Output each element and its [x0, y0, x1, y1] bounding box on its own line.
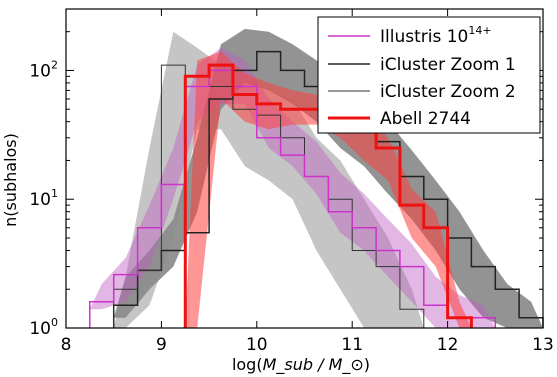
x-axis-label: log(M_sub / M_⊙) — [232, 355, 370, 375]
y-tick-label: 102 — [29, 58, 58, 81]
y-axis-label: n(subhalos) — [1, 133, 20, 227]
y-tick-label: 100 — [29, 316, 58, 339]
legend: Illustris 1014+ iCluster Zoom 1 iCluster… — [317, 16, 541, 134]
x-tick-label: 13 — [532, 335, 554, 355]
x-tick-label: 12 — [437, 335, 459, 355]
axis-ticks — [65, 8, 544, 329]
legend-label-icluster-zoom-1: iCluster Zoom 1 — [380, 55, 516, 75]
histogram-illustris — [89, 69, 497, 328]
histogram-icluster-zoom-2 — [113, 64, 425, 328]
legend-label-abell-2744: Abell 2744 — [380, 109, 471, 129]
band-illustris — [89, 47, 496, 329]
x-tick-label: 9 — [156, 335, 167, 355]
band-icluster-zoom-2 — [113, 31, 424, 328]
plot-frame — [65, 8, 544, 329]
x-tick-label: 8 — [61, 335, 72, 355]
y-tick-label: 101 — [29, 187, 58, 210]
legend-label-icluster-zoom-2: iCluster Zoom 2 — [380, 82, 516, 102]
tick-labels: 8 9 10 11 12 13 100 101 102 — [29, 58, 553, 355]
legend-label-illustris: Illustris 1014+ — [380, 24, 492, 47]
x-tick-label: 11 — [341, 335, 363, 355]
x-tick-label: 10 — [246, 335, 268, 355]
